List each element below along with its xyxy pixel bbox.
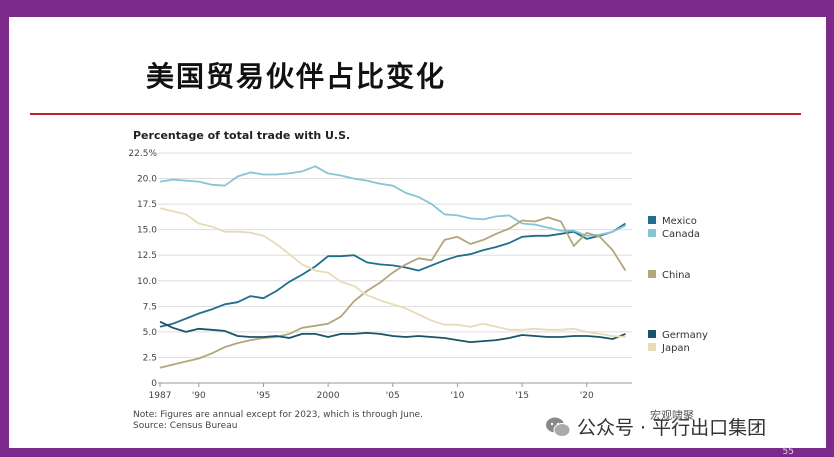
x-tick-label: '15 — [515, 391, 529, 401]
legend-swatch-canada — [648, 229, 656, 237]
x-tick-label: '90 — [192, 391, 206, 401]
slide-title: 美国贸易伙伴占比变化 — [146, 60, 447, 93]
series-line-canada — [159, 165, 626, 237]
x-axis-ticks: 1987 '90 '95 2000 '05 '10 '15 '20 — [149, 383, 594, 401]
series-line-germany — [159, 320, 626, 344]
legend-swatch-china — [648, 270, 656, 278]
right-border-bar — [826, 0, 834, 457]
x-tick-label: '95 — [256, 391, 270, 401]
legend-label-canada: Canada — [662, 229, 700, 240]
x-tick-label: '20 — [580, 391, 594, 401]
series-line-mexico — [159, 222, 626, 328]
y-tick-label: 2.5 — [143, 353, 157, 363]
chart-source: Source: Census Bureau — [133, 421, 237, 431]
series-line-china — [159, 216, 627, 369]
y-tick-label: 22.5% — [128, 149, 157, 159]
y-tick-label: 0 — [151, 379, 157, 389]
legend-label-china: China — [662, 270, 691, 281]
x-tick-label: '05 — [386, 391, 400, 401]
top-border-bar — [0, 0, 834, 17]
y-tick-label: 15.0 — [137, 226, 157, 236]
legend-swatch-germany — [648, 330, 656, 338]
x-tick-label: 2000 — [317, 391, 340, 401]
chart-note: Note: Figures are annual except for 2023… — [133, 410, 423, 420]
legend-label-japan: Japan — [661, 343, 690, 354]
series-lines — [159, 165, 627, 369]
y-tick-label: 7.5 — [143, 302, 157, 312]
legend-label-germany: Germany — [662, 330, 708, 341]
legend-swatch-japan — [648, 343, 656, 351]
x-tick-label: '10 — [450, 391, 464, 401]
chart-title: Percentage of total trade with U.S. — [133, 129, 350, 142]
title-divider — [30, 113, 801, 115]
y-tick-label: 17.5 — [137, 200, 157, 210]
watermark: 公众号 · 平行出口集团 — [545, 413, 766, 440]
y-tick-label: 12.5 — [137, 251, 157, 261]
y-tick-label: 10.0 — [137, 277, 157, 287]
left-border-bar — [0, 0, 9, 457]
y-tick-label: 5.0 — [143, 328, 158, 338]
x-tick-label: 1987 — [149, 391, 172, 401]
watermark-text: 公众号 · 平行出口集团 — [577, 417, 767, 439]
y-tick-label: 20.0 — [137, 175, 157, 185]
legend-label-mexico: Mexico — [662, 216, 697, 227]
bottom-border-bar — [0, 448, 834, 457]
watermark-small-text: 宏观啸聚 — [650, 409, 694, 422]
y-axis-ticks: 0 2.5 5.0 7.5 10.0 12.5 15.0 17.5 20.0 22.5% — [128, 149, 157, 389]
legend: Mexico Canada China Germany Japan — [648, 216, 708, 354]
series-line-japan — [159, 207, 626, 338]
page-number: 55 — [782, 447, 794, 457]
wechat-icon — [546, 417, 571, 437]
legend-swatch-mexico — [648, 216, 656, 224]
